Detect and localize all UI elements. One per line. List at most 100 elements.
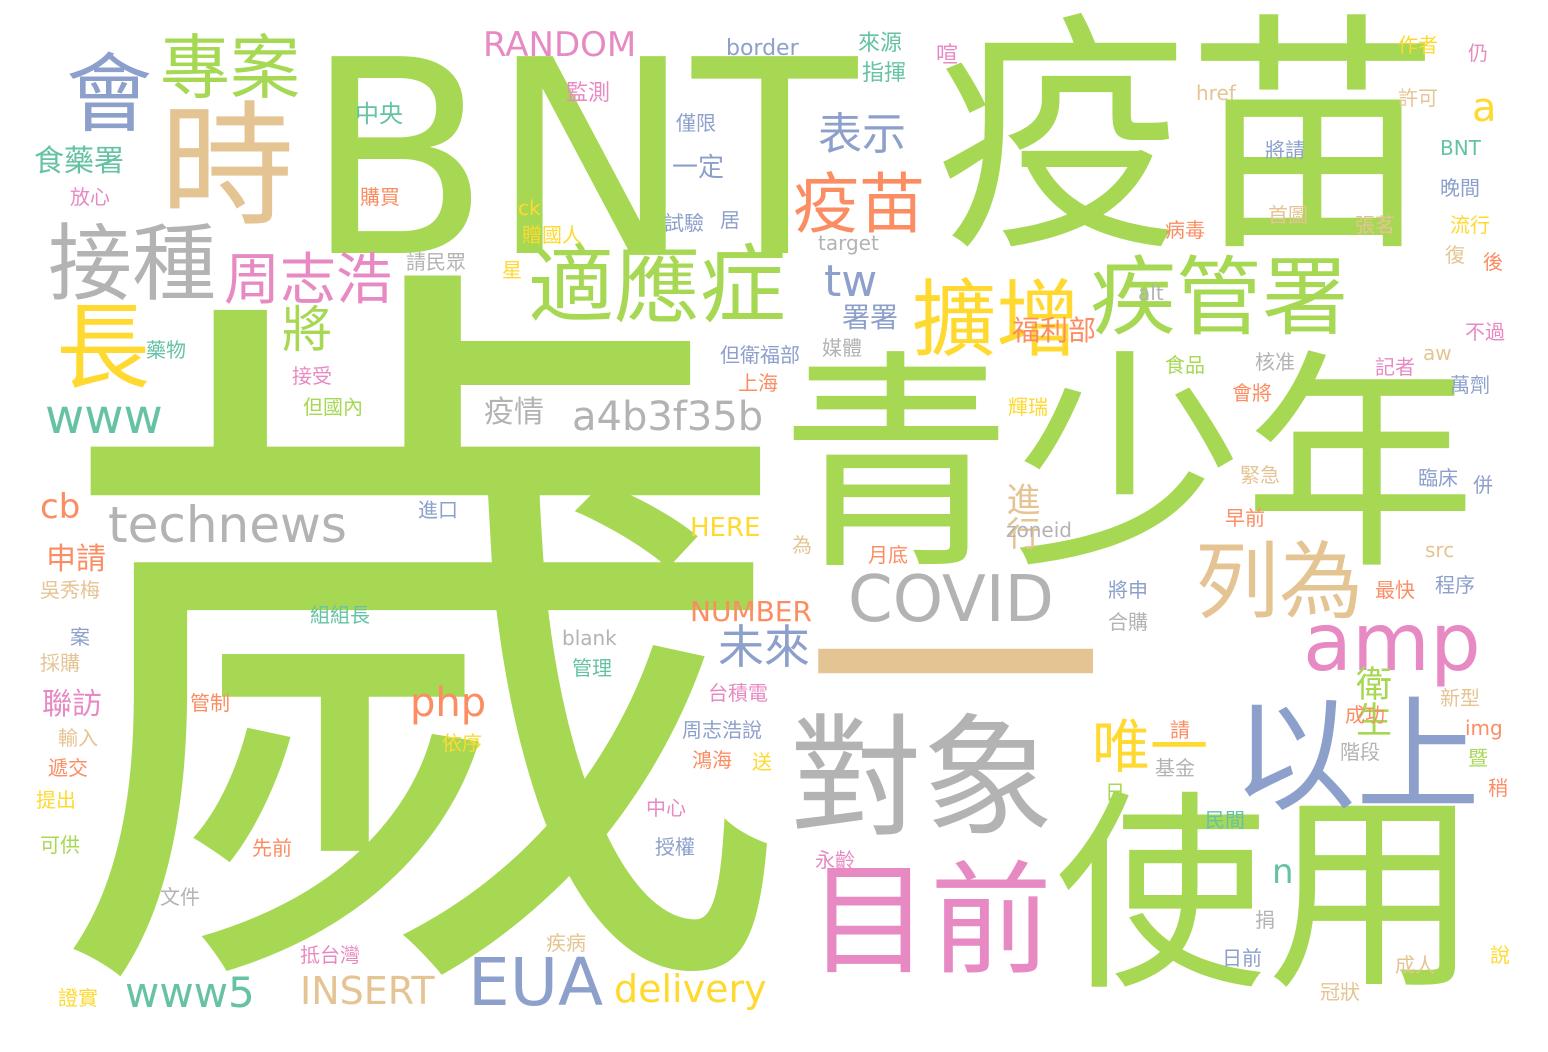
word-chief: 長 xyxy=(56,294,151,403)
word-href: href xyxy=(1196,81,1236,105)
word-listed-as: 列為 xyxy=(1195,533,1364,631)
word-import: 進口 xyxy=(418,498,458,522)
word-fda: 食藥署 xyxy=(34,144,124,179)
word-reporter: 記者 xyxy=(1375,355,1415,379)
word-available: 可供 xyxy=(40,833,80,857)
word-please: 請 xyxy=(1170,718,1190,742)
word-cb: cb xyxy=(40,487,81,527)
word-author: 作者 xyxy=(1398,33,1438,57)
word-central: 中央 xyxy=(355,100,403,128)
word-after: 後 xyxy=(1483,250,1503,274)
word-cdc: 疾管署 xyxy=(1090,248,1348,348)
word-manage: 管理 xyxy=(572,656,612,680)
word-www: www xyxy=(45,389,163,445)
word-php: php xyxy=(410,680,487,726)
word-case: 案 xyxy=(70,625,90,649)
word-img: img xyxy=(1465,716,1503,740)
word-media: 媒體 xyxy=(822,336,862,360)
word-merge: 併 xyxy=(1473,473,1493,497)
word-header-image: 首圖 xyxy=(1268,203,1308,227)
word-tsmc: 台積電 xyxy=(708,681,768,705)
word-stage: 階段 xyxy=(1340,740,1380,764)
word-target: 對象 xyxy=(790,702,1054,856)
word-but-domestic: 但國內 xyxy=(303,395,363,419)
word-end-of-month: 月底 xyxy=(868,543,908,567)
word-joint-interview: 聯訪 xyxy=(42,687,102,722)
word-approve: 核准 xyxy=(1255,350,1295,374)
word-permit: 許可 xyxy=(1398,86,1438,110)
word-previously: 先前 xyxy=(252,836,292,860)
word-coronavirus: 冠狀 xyxy=(1320,980,1360,1004)
word-one: 一 xyxy=(805,500,1105,849)
word-technews: technews xyxy=(108,496,347,554)
word-command: 指揮 xyxy=(862,61,907,86)
word-accept: 接受 xyxy=(292,364,332,388)
word-novel: 新型 xyxy=(1440,686,1480,710)
word-however: 不過 xyxy=(1465,320,1505,344)
word-number: NUMBER xyxy=(690,595,812,628)
word-foxconn: 鴻海 xyxy=(692,748,732,772)
word-send: 送 xyxy=(752,750,772,774)
word-bnt-small: BNT xyxy=(1440,136,1481,160)
word-clinical: 臨床 xyxy=(1418,466,1458,490)
word-above: 以上 xyxy=(1232,685,1481,829)
word-vaccine-mid: 疫苗 xyxy=(793,166,925,243)
word-random: RANDOM xyxy=(483,25,637,65)
word-and: 暨 xyxy=(1468,746,1488,770)
word-foundation: 基金 xyxy=(1155,756,1195,780)
word-ten-thousand-doses: 萬劑 xyxy=(1450,373,1490,397)
word-source: 來源 xyxy=(858,31,903,56)
word-procedure: 程序 xyxy=(1435,573,1475,597)
word-day: 日 xyxy=(1105,780,1125,804)
word-indication: 適應症 xyxy=(528,236,786,336)
word-tw: tw xyxy=(824,256,878,307)
word-food: 食品 xyxy=(1165,353,1205,377)
word-joint-purchase: 合購 xyxy=(1108,610,1148,634)
word-bnt-large: BNT xyxy=(305,2,858,317)
word-gift-to-citizens: 贈國人 xyxy=(522,223,582,247)
word-welfare-ministry: 福利部 xyxy=(1012,314,1097,347)
word-arrive-taiwan: 抵台灣 xyxy=(300,943,360,967)
word-disease: 疾病 xyxy=(546,931,586,955)
word-proceed: 進行 xyxy=(1000,482,1040,550)
word-propose: 提出 xyxy=(36,788,76,812)
word-wu-hsiu-mei: 吳秀梅 xyxy=(40,578,100,602)
word-blank: blank xyxy=(562,626,617,650)
word-input: 輸入 xyxy=(58,726,98,750)
word-shanghai: 上海 xyxy=(738,371,778,395)
word-evening: 晚間 xyxy=(1440,176,1480,200)
word-amp: amp xyxy=(1303,596,1481,689)
word-epidemic: 疫情 xyxy=(484,395,544,430)
word-submit: 遞交 xyxy=(48,756,88,780)
word-use: 使用 xyxy=(1055,772,1479,1019)
word-chang-ming: 張茗 xyxy=(1355,213,1395,237)
word-recently: 日前 xyxy=(1222,946,1262,970)
word-zoneid: zoneid xyxy=(1006,518,1072,542)
word-when: 時 xyxy=(160,89,295,245)
word-xuan: 喧 xyxy=(936,43,959,68)
word-ck: ck xyxy=(518,196,541,220)
word-rest-assured: 放心 xyxy=(70,185,110,209)
word-document: 文件 xyxy=(160,885,200,909)
word-chou-chih-hao: 周志浩 xyxy=(224,248,392,313)
word-epidemic-spread: 流行 xyxy=(1450,213,1490,237)
word-emergency: 緊急 xyxy=(1240,463,1280,487)
word-jiang: 將 xyxy=(282,301,332,359)
word-target-attr: target xyxy=(818,231,879,255)
word-authorize: 授權 xyxy=(655,835,695,859)
word-express: 表示 xyxy=(818,109,906,160)
word-future: 未來 xyxy=(718,620,810,674)
word-vaccine-large: 疫苗 xyxy=(935,0,1440,286)
word-health: 衛生 xyxy=(1350,665,1391,737)
word-procurement: 採購 xyxy=(40,651,80,675)
word-control: 管制 xyxy=(190,691,230,715)
word-trial: 試驗 xyxy=(664,211,704,235)
word-apply: 申請 xyxy=(46,542,106,577)
word-will: 會 xyxy=(66,45,152,145)
word-success: 成功 xyxy=(1345,703,1385,727)
word-certain: 一定 xyxy=(672,153,725,183)
word-star: 星 xyxy=(502,258,522,282)
word-sui: 歲 xyxy=(45,210,805,1052)
word-special-project: 專案 xyxy=(160,27,300,109)
